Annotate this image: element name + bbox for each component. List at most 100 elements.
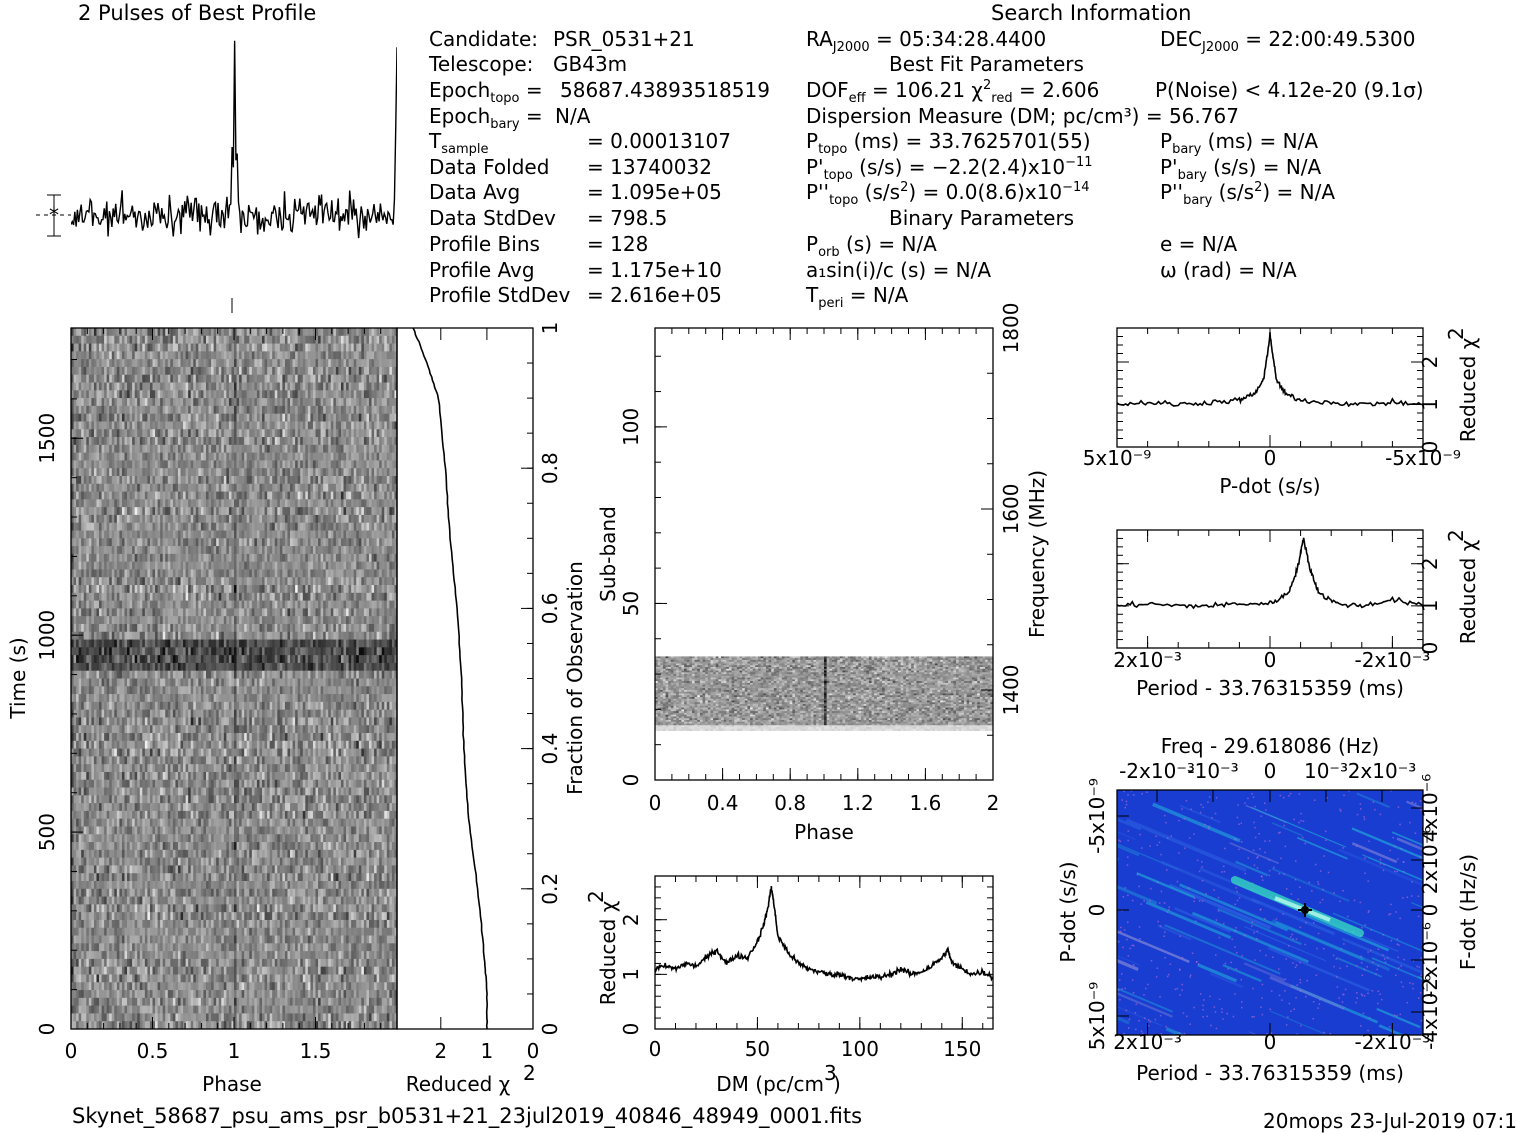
time-phase-cell: [269, 623, 273, 633]
time-phase-cell: [86, 343, 90, 352]
time-phase-cell: [200, 374, 204, 383]
time-phase-cell: [340, 382, 344, 391]
time-phase-cell: [165, 585, 169, 594]
time-phase-cell: [226, 328, 230, 337]
time-phase-cell: [361, 444, 365, 454]
time-phase-cell: [249, 335, 253, 344]
time-phase-cell: [325, 437, 329, 446]
time-phase-cell: [73, 351, 77, 360]
time-phase-cell: [305, 359, 309, 368]
time-phase-cell: [86, 444, 90, 454]
time-phase-cell: [256, 429, 260, 438]
time-phase-cell: [101, 343, 105, 352]
time-phase-cell: [157, 437, 161, 446]
time-phase-cell: [290, 538, 293, 547]
time-phase-cell: [198, 444, 202, 454]
time-phase-cell: [106, 616, 110, 625]
time-phase-cell: [366, 405, 370, 415]
time-phase-cell: [279, 328, 283, 337]
time-phase-cell: [290, 499, 293, 508]
time-phase-cell: [284, 530, 288, 539]
time-phase-cell: [71, 328, 74, 337]
time-phase-cell: [137, 359, 141, 368]
time-phase-cell: [330, 530, 334, 539]
time-phase-cell: [328, 328, 332, 337]
time-phase-cell: [353, 483, 357, 492]
time-phase-cell: [305, 577, 309, 586]
pdbary-text: P'bary (s/s) = N/A: [1160, 155, 1322, 183]
time-phase-cell: [142, 366, 146, 376]
time-phase-cell: [292, 429, 296, 438]
time-phase-cell: [208, 592, 212, 602]
time-phase-cell: [346, 460, 350, 469]
time-phase-cell: [310, 343, 314, 352]
time-phase-cell: [124, 460, 128, 469]
time-phase-cell: [366, 499, 370, 508]
time-phase-cell: [295, 592, 299, 602]
time-phase-cell: [71, 398, 74, 407]
time-phase-cell: [221, 405, 225, 415]
time-phase-cell: [149, 538, 153, 547]
time-phase-cell: [231, 421, 235, 430]
time-phase-cell: [302, 600, 306, 609]
time-phase-cell: [333, 429, 337, 438]
time-phase-cell: [287, 538, 291, 547]
time-phase-cell: [91, 608, 95, 617]
time-phase-cell: [262, 483, 265, 492]
time-phase-cell: [274, 421, 278, 430]
time-phase-cell: [185, 514, 189, 524]
time-phase-cell: [170, 483, 174, 492]
time-phase-cell: [320, 491, 324, 500]
time-phase-cell: [284, 507, 288, 516]
time-phase-cell: [211, 522, 215, 531]
time-phase-cell: [389, 335, 393, 344]
time-phase-cell: [183, 592, 187, 602]
time-phase-cell: [88, 382, 92, 391]
time-phase-cell: [335, 507, 339, 516]
time-phase-cell: [300, 475, 304, 485]
time-phase-cell: [239, 600, 243, 609]
time-phase-cell: [254, 382, 258, 391]
time-phase-cell: [177, 429, 181, 438]
time-phase-cell: [297, 398, 301, 407]
time-phase-cell: [73, 561, 77, 570]
time-phase-cell: [93, 483, 97, 492]
time-phase-cell: [228, 616, 232, 625]
time-phase-cell: [262, 351, 265, 360]
time-phase-cell: [142, 374, 146, 383]
time-phase-cell: [231, 538, 235, 547]
time-phase-cell: [234, 437, 237, 446]
time-phase-cell: [121, 600, 125, 609]
time-phase-cell: [162, 569, 166, 578]
time-phase-cell: [211, 608, 215, 617]
time-phase-cell: [111, 491, 115, 500]
time-phase-cell: [216, 592, 220, 602]
time-phase-cell: [223, 429, 227, 438]
info-value: = 798.5: [587, 206, 667, 230]
time-phase-cell: [183, 522, 187, 531]
time-phase-cell: [346, 405, 350, 415]
time-phase-cell: [185, 444, 189, 454]
time-phase-cell: [333, 359, 337, 368]
time-phase-cell: [386, 522, 390, 531]
time-phase-cell: [180, 437, 184, 446]
time-phase-cell: [356, 514, 360, 524]
time-phase-cell: [297, 374, 301, 383]
time-phase-cell: [295, 421, 299, 430]
time-phase-cell: [114, 499, 118, 508]
time-phase-cell: [208, 483, 212, 492]
time-phase-cell: [165, 577, 169, 586]
time-phase-cell: [251, 538, 255, 547]
time-phase-cell: [221, 429, 225, 438]
time-phase-cell: [147, 468, 151, 477]
time-phase-cell: [96, 359, 100, 368]
time-phase-cell: [190, 514, 194, 524]
time-phase-cell: [223, 437, 227, 446]
time-phase-cell: [121, 499, 125, 508]
time-phase-cell: [162, 608, 166, 617]
time-phase-cell: [307, 592, 311, 602]
time-phase-cell: [231, 499, 235, 508]
time-phase-cell: [193, 335, 197, 344]
time-phase-cell: [386, 413, 390, 422]
time-phase-cell: [391, 546, 395, 555]
